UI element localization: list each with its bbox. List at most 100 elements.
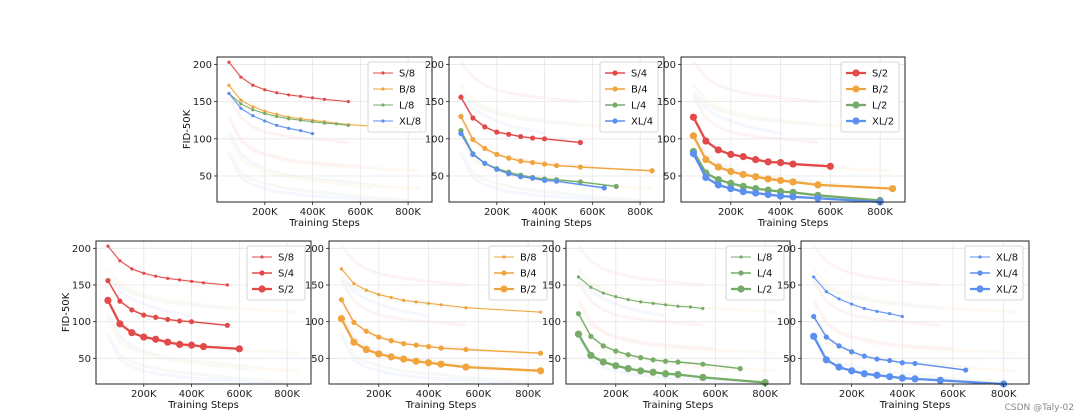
legend-swatch-marker xyxy=(852,85,860,93)
x-tick-label: 200K xyxy=(131,389,157,400)
data-point xyxy=(661,370,670,378)
x-tick-label: 800K xyxy=(627,207,653,218)
legend-entry-B-8: B/8 xyxy=(494,253,537,264)
series-line xyxy=(460,133,605,189)
data-point xyxy=(287,126,291,130)
data-point xyxy=(650,357,656,363)
y-tick-label: 50 xyxy=(431,171,444,182)
series-S-8 xyxy=(106,244,229,287)
chart-panel-2: 200K 400K 600K 800K 50 100 150 200 Training Step… xyxy=(425,56,665,229)
series-XL-8 xyxy=(812,275,904,319)
ghost-line-5 xyxy=(812,298,1017,355)
data-point xyxy=(130,267,134,271)
legend-entry-XL-8: XL/8 xyxy=(373,117,421,128)
data-point xyxy=(789,193,797,201)
data-point xyxy=(263,88,267,92)
legend-label: S/2 xyxy=(278,285,294,296)
data-point xyxy=(239,75,243,79)
legend-label: S/4 xyxy=(631,69,647,80)
data-point xyxy=(874,356,880,362)
data-point xyxy=(438,345,444,351)
data-point xyxy=(639,300,643,304)
data-point xyxy=(275,112,279,116)
legend-label: XL/2 xyxy=(872,117,894,128)
y-tick-label: 200 xyxy=(425,60,444,71)
data-point xyxy=(322,121,327,125)
data-point xyxy=(824,290,828,294)
legend-label: B/4 xyxy=(520,269,537,280)
data-point xyxy=(188,319,195,325)
y-tick-label: 100 xyxy=(777,317,796,328)
ghost-line-8 xyxy=(227,116,361,168)
legend-entry-L-8: L/8 xyxy=(731,253,772,264)
series-B-4 xyxy=(338,297,544,356)
series-line xyxy=(813,316,966,371)
data-point xyxy=(506,171,512,177)
data-point xyxy=(470,136,476,143)
ghost-line-3 xyxy=(459,92,545,136)
data-point xyxy=(227,83,231,87)
ghost-line-3 xyxy=(106,275,192,318)
data-point xyxy=(287,93,291,97)
data-point xyxy=(776,192,785,200)
data-point xyxy=(600,343,606,349)
ghost-line-5 xyxy=(577,298,778,355)
ghost-line-1 xyxy=(692,84,893,131)
data-point xyxy=(176,340,184,348)
legend-entry-B-2: B/2 xyxy=(846,85,889,96)
x-axis-label: Training Steps xyxy=(642,400,714,411)
x-axis-label: Training Steps xyxy=(288,218,360,229)
ghost-line-10 xyxy=(459,150,641,203)
axes-frame xyxy=(328,240,554,385)
data-point xyxy=(413,342,419,348)
ghost-line-10 xyxy=(812,333,1004,385)
series-B-8 xyxy=(339,267,543,314)
data-point xyxy=(688,305,693,309)
series-line xyxy=(228,93,313,135)
data-point xyxy=(401,341,407,347)
ghost-line-2 xyxy=(106,275,228,310)
legend: XL/8 XL/4 XL/2 xyxy=(964,245,1024,301)
chart-panel-5: 200K 400K 600K 800K 50 100 150 200 Training Step… xyxy=(305,240,554,411)
legend-swatch-marker xyxy=(381,71,385,75)
data-point xyxy=(577,139,583,146)
data-point xyxy=(263,119,267,123)
x-axis-label: Training Steps xyxy=(879,400,951,411)
y-tick-label: 100 xyxy=(657,134,676,145)
data-point xyxy=(239,98,243,102)
ghost-line-11 xyxy=(106,335,288,386)
legend: S/4 B/4 L/4 XL/4 xyxy=(599,61,659,133)
data-point xyxy=(624,365,632,373)
data-point xyxy=(518,158,524,164)
legend-swatch-marker xyxy=(612,86,618,92)
series-line xyxy=(107,245,228,286)
data-point xyxy=(116,320,124,328)
watermark-credit: CSDN @Taly-02 xyxy=(1004,403,1074,413)
data-point xyxy=(651,301,655,305)
legend-swatch-marker xyxy=(978,255,982,259)
data-point xyxy=(776,176,785,185)
legend: S/2 B/2 L/2 XL/2 xyxy=(840,61,900,133)
data-point xyxy=(714,181,722,189)
data-point xyxy=(251,83,255,87)
data-point xyxy=(675,359,681,365)
data-point xyxy=(117,298,123,304)
data-point xyxy=(482,160,488,166)
chart-panel-4: 200K 400K 600K 800K 50 100 150 200 Training Step… xyxy=(61,240,312,411)
legend-entry-XL-2: XL/2 xyxy=(846,117,894,128)
x-tick-label: 400K xyxy=(890,389,916,400)
data-point xyxy=(649,368,657,376)
series-B-4 xyxy=(458,113,655,174)
legend-label: XL/4 xyxy=(996,269,1018,280)
data-point xyxy=(425,344,432,350)
x-tick-label: 400K xyxy=(179,389,205,400)
ghost-line-2 xyxy=(692,92,819,127)
axes-frame xyxy=(565,240,791,385)
data-point xyxy=(458,94,464,100)
data-point xyxy=(875,309,879,313)
x-tick-label: 400K xyxy=(532,207,558,218)
data-point xyxy=(836,343,842,349)
data-point xyxy=(638,355,644,361)
data-point xyxy=(752,156,760,164)
